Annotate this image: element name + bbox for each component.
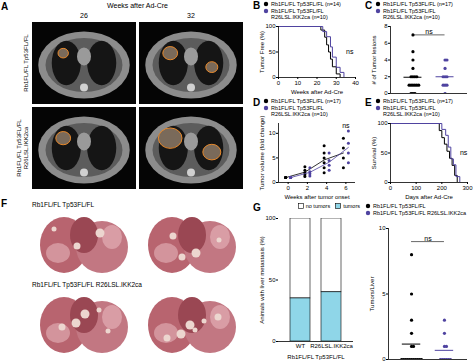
svg-text:A: A xyxy=(1,1,8,12)
svg-text:Rb1FL/FL Tp53FL/FL R26LSL.IKK2: Rb1FL/FL Tp53FL/FL R26LSL.IKK2ca xyxy=(32,281,142,289)
svg-text:50: 50 xyxy=(381,150,388,156)
svg-text:10: 10 xyxy=(379,225,386,231)
svg-text:2: 2 xyxy=(384,74,388,80)
svg-text:WT: WT xyxy=(296,343,306,349)
svg-text:Rb1FL/FL Tp53FL/FL: Rb1FL/FL Tp53FL/FL xyxy=(32,201,95,209)
svg-text:Tumor Free (%): Tumor Free (%) xyxy=(259,31,265,73)
svg-text:Rb1FL/FL Tp53FL/FLR26LSL.IKK2c: Rb1FL/FL Tp53FL/FLR26LSL.IKK2ca xyxy=(16,119,29,177)
html-text:Rb1FL/FL Tp53FL/FL R26LSL.IKK2: Rb1FL/FL Tp53FL/FL R26LSL.IKK2ca (n=10) xyxy=(383,104,440,117)
svg-text:30: 30 xyxy=(333,80,340,86)
svg-text:ns: ns xyxy=(342,122,350,129)
svg-text:2: 2 xyxy=(306,185,310,191)
html-text:G: G xyxy=(253,202,261,213)
svg-text:100: 100 xyxy=(265,215,276,221)
svg-text:Rb1FL/FL Tp53FL/FL: Rb1FL/FL Tp53FL/FL xyxy=(287,354,345,360)
html-text:E: E xyxy=(365,97,372,108)
html-text:C: C xyxy=(365,0,373,11)
html-text:Rb1FL/FL Tp53FL/FL (n=17): Rb1FL/FL Tp53FL/FL (n=17) xyxy=(383,98,453,104)
svg-text:Tumors/Liver: Tumors/Liver xyxy=(369,277,375,312)
svg-text:4: 4 xyxy=(384,57,388,63)
svg-text:200: 200 xyxy=(437,185,448,191)
html-text:Rb1FL/FL Tp53FL/FL (n=14): Rb1FL/FL Tp53FL/FL (n=14) xyxy=(271,1,341,7)
svg-text:50: 50 xyxy=(269,277,276,283)
svg-text:50: 50 xyxy=(269,49,276,55)
svg-text:ns: ns xyxy=(425,28,433,35)
svg-text:0: 0 xyxy=(272,74,276,80)
svg-text:6: 6 xyxy=(344,185,348,191)
svg-text:0: 0 xyxy=(277,80,281,86)
svg-text:100: 100 xyxy=(265,23,276,29)
svg-text:8: 8 xyxy=(384,23,388,29)
svg-text:Weeks after Ad-Cre: Weeks after Ad-Cre xyxy=(291,89,344,95)
svg-text:ns: ns xyxy=(424,235,432,242)
svg-text:20: 20 xyxy=(314,80,321,86)
svg-text:0: 0 xyxy=(382,356,386,362)
svg-text:Tumor volume (fold change): Tumor volume (fold change) xyxy=(259,116,265,191)
svg-text:R26LSL.IKK2ca: R26LSL.IKK2ca xyxy=(310,343,353,349)
html-text:Rb1FL/FL Tp53FL/FL R26LSL.IKK2: Rb1FL/FL Tp53FL/FL R26LSL.IKK2ca (n=10) xyxy=(271,7,328,20)
html-text:no tumors: no tumors xyxy=(305,203,331,209)
svg-text:0: 0 xyxy=(384,90,388,96)
html-text:Rb1FL/FL Tp53FL/FL R26LSL.IKK2: Rb1FL/FL Tp53FL/FL R26LSL.IKK2ca (n=10) xyxy=(383,7,440,20)
html-text:B: B xyxy=(253,0,261,11)
html-text:D: D xyxy=(253,97,261,108)
svg-text:32: 32 xyxy=(187,12,195,19)
svg-text:ns: ns xyxy=(460,149,468,156)
svg-text:Days after Ad-Cre: Days after Ad-Cre xyxy=(405,194,453,200)
svg-text:0: 0 xyxy=(389,185,393,191)
html-text:Rb1FL/FL Tp53FL/FL R26LSL.IKK2: Rb1FL/FL Tp53FL/FL R26LSL.IKK2ca xyxy=(373,209,466,216)
html-text:Rb1FL/FL Tp53FL/FL: Rb1FL/FL Tp53FL/FL xyxy=(373,203,426,209)
html-text:Rb1FL/FL Tp53FL/FL (n=17): Rb1FL/FL Tp53FL/FL (n=17) xyxy=(271,98,341,104)
html-text:Rb1FL/FL Tp53FL/FL (n=17): Rb1FL/FL Tp53FL/FL (n=17) xyxy=(383,1,453,7)
svg-text:26: 26 xyxy=(80,12,88,19)
svg-text:40: 40 xyxy=(352,80,359,86)
svg-text:300: 300 xyxy=(462,185,473,191)
svg-text:0: 0 xyxy=(272,338,276,344)
svg-text:6: 6 xyxy=(384,40,388,46)
svg-text:Survival (%): Survival (%) xyxy=(371,137,377,169)
html-text:Rb1FL/FL Tp53FL/FL R26LSL.IKK2: Rb1FL/FL Tp53FL/FL R26LSL.IKK2ca (n=10) xyxy=(271,104,328,117)
html-text:tumors: tumors xyxy=(343,203,360,209)
svg-text:10: 10 xyxy=(294,80,301,86)
svg-text:0: 0 xyxy=(286,185,290,191)
svg-text:4: 4 xyxy=(325,185,329,191)
svg-text:Animals with liver metastasis: Animals with liver metastasis (%) xyxy=(259,236,265,324)
svg-text:F: F xyxy=(1,198,7,209)
svg-text:5: 5 xyxy=(272,155,276,161)
svg-text:Weeks after Ad-Cre: Weeks after Ad-Cre xyxy=(107,2,168,9)
svg-text:10: 10 xyxy=(269,130,276,136)
svg-text:100: 100 xyxy=(377,120,388,126)
svg-text:# of Tumor lesions: # of Tumor lesions xyxy=(371,35,377,84)
svg-text:0: 0 xyxy=(272,179,276,185)
svg-text:Rb1FL/FL Tp53FL/FL: Rb1FL/FL Tp53FL/FL xyxy=(23,34,29,92)
svg-text:100: 100 xyxy=(411,185,422,191)
svg-text:5: 5 xyxy=(382,291,386,297)
svg-text:ns: ns xyxy=(346,48,354,55)
svg-text:0: 0 xyxy=(384,179,388,185)
svg-text:Weeks after tumor onset: Weeks after tumor onset xyxy=(284,194,350,200)
